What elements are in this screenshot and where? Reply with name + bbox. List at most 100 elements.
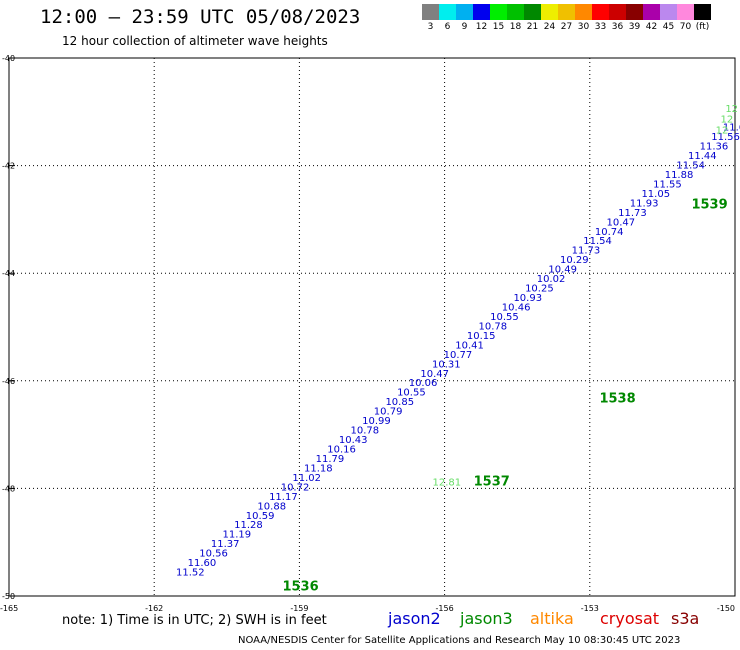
lon-tick-label: -153: [581, 604, 599, 613]
note-text: note: 1) Time is in UTC; 2) SWH is in fe…: [62, 613, 327, 628]
legend-swatch: [473, 4, 490, 20]
track-value-label: 10.15: [467, 331, 496, 342]
legend-label: 21: [526, 22, 539, 32]
track-value-label: 11.56: [711, 132, 740, 143]
legend-swatch: [592, 4, 609, 20]
legend-label: 12: [475, 22, 488, 32]
legend-label: 36: [611, 22, 624, 32]
legend-swatch: [694, 4, 711, 20]
track-value-label: 10.55: [490, 312, 519, 323]
pass-time-label: 1539: [691, 198, 727, 213]
legend-label: 18: [509, 22, 522, 32]
legend-label: (ft): [695, 22, 710, 32]
legend-label: 39: [628, 22, 641, 32]
track-value-label: 10.56: [199, 549, 228, 560]
lon-tick-label: -162: [145, 604, 163, 613]
overlay-value-label: 12: [725, 104, 738, 115]
track-value-label: 11.73: [618, 208, 647, 219]
track-value-label: 11.93: [630, 198, 659, 209]
pass-time-label: 1536: [282, 580, 318, 595]
lat-tick-label: -46: [2, 377, 15, 386]
track-value-label: 10.02: [537, 274, 566, 285]
legend-swatch: [677, 4, 694, 20]
track-value-label: 11.05: [641, 189, 670, 200]
legend-label: 3: [427, 22, 434, 32]
legend-swatch: [422, 4, 439, 20]
color-legend: [422, 4, 711, 20]
legend-label: 33: [594, 22, 607, 32]
track-value-label: 11.60: [188, 558, 217, 569]
track-value-label: 11.19: [223, 530, 252, 541]
track-value-label: 11.37: [211, 539, 240, 550]
pass-time-label: 1537: [474, 475, 510, 490]
legend-label: 30: [577, 22, 590, 32]
track-value-label: 10.06: [409, 378, 438, 389]
track-value-label: 11.52: [176, 568, 205, 579]
pass-time-label: 1538: [599, 391, 635, 406]
legend-swatch: [575, 4, 592, 20]
track-value-label: 11.73: [572, 246, 601, 257]
legend-swatch: [643, 4, 660, 20]
overlay-value-label: 12: [720, 115, 733, 126]
legend-swatch: [490, 4, 507, 20]
track-value-label: 10.47: [420, 369, 449, 380]
lat-tick-label: -40: [2, 54, 15, 63]
track-value-label: 11.88: [665, 170, 694, 181]
track-value-label: 10.99: [362, 416, 391, 427]
overlay-value-label: 12.81: [433, 478, 462, 489]
track-value-label: 10.74: [595, 227, 624, 238]
lat-tick-label: -50: [2, 592, 15, 601]
track-value-label: 10.59: [246, 511, 275, 522]
satellite-label-jason2: jason2: [388, 609, 441, 628]
legend-swatch: [456, 4, 473, 20]
track-value-label: 11.54: [676, 160, 705, 171]
track-value-label: 11.55: [653, 179, 682, 190]
map-title: 12:00 – 23:59 UTC 05/08/2023: [40, 6, 361, 28]
track-value-label: 11.28: [234, 520, 263, 531]
lon-tick-label: -165: [0, 604, 18, 613]
map-subtitle: 12 hour collection of altimeter wave hei…: [62, 34, 328, 48]
satellite-label-jason3: jason3: [460, 609, 513, 628]
track-value-label: 10.49: [548, 265, 577, 276]
track-value-label: 10.47: [607, 217, 636, 228]
legend-swatch: [609, 4, 626, 20]
track-value-label: 11.79: [316, 454, 345, 465]
track-value-label: 11.54: [583, 236, 612, 247]
track-value-label: 10.29: [560, 255, 589, 266]
map-frame: [8, 57, 736, 597]
legend-label: 9: [461, 22, 468, 32]
legend-swatch: [558, 4, 575, 20]
legend-swatch: [626, 4, 643, 20]
track-value-label: 11.17: [269, 492, 298, 503]
track-value-label: 11.02: [292, 473, 321, 484]
track-value-label: 10.25: [525, 284, 554, 295]
lat-tick-label: -44: [2, 269, 15, 278]
legend-swatch: [541, 4, 558, 20]
lon-tick-label: -150: [717, 604, 735, 613]
track-value-label: 10.43: [339, 435, 368, 446]
legend-label: 27: [560, 22, 573, 32]
lat-tick-label: -42: [2, 162, 15, 171]
legend-swatch: [524, 4, 541, 20]
legend-label: 45: [662, 22, 675, 32]
track-value-label: 10.77: [444, 350, 473, 361]
legend-label: 42: [645, 22, 658, 32]
track-value-label: 11.18: [304, 463, 333, 474]
track-value-label: 10.78: [479, 321, 508, 332]
legend-swatch: [660, 4, 677, 20]
overlay-value-label: 12: [716, 125, 729, 136]
satellite-label-cryosat: cryosat: [600, 609, 660, 628]
track-value-label: 11.63: [723, 123, 740, 134]
legend-swatch: [439, 4, 456, 20]
track-value-label: 10.55: [397, 388, 426, 399]
legend-label: 6: [444, 22, 451, 32]
track-value-label: 10.79: [374, 407, 403, 418]
track-value-label: 10.85: [385, 397, 414, 408]
track-value-label: 10.41: [455, 340, 484, 351]
legend-label: 70: [679, 22, 692, 32]
track-value-label: 10.93: [513, 293, 542, 304]
lon-tick-label: -156: [436, 604, 454, 613]
satellite-label-altika: altika: [530, 609, 574, 628]
track-value-label: 10.46: [502, 302, 531, 313]
